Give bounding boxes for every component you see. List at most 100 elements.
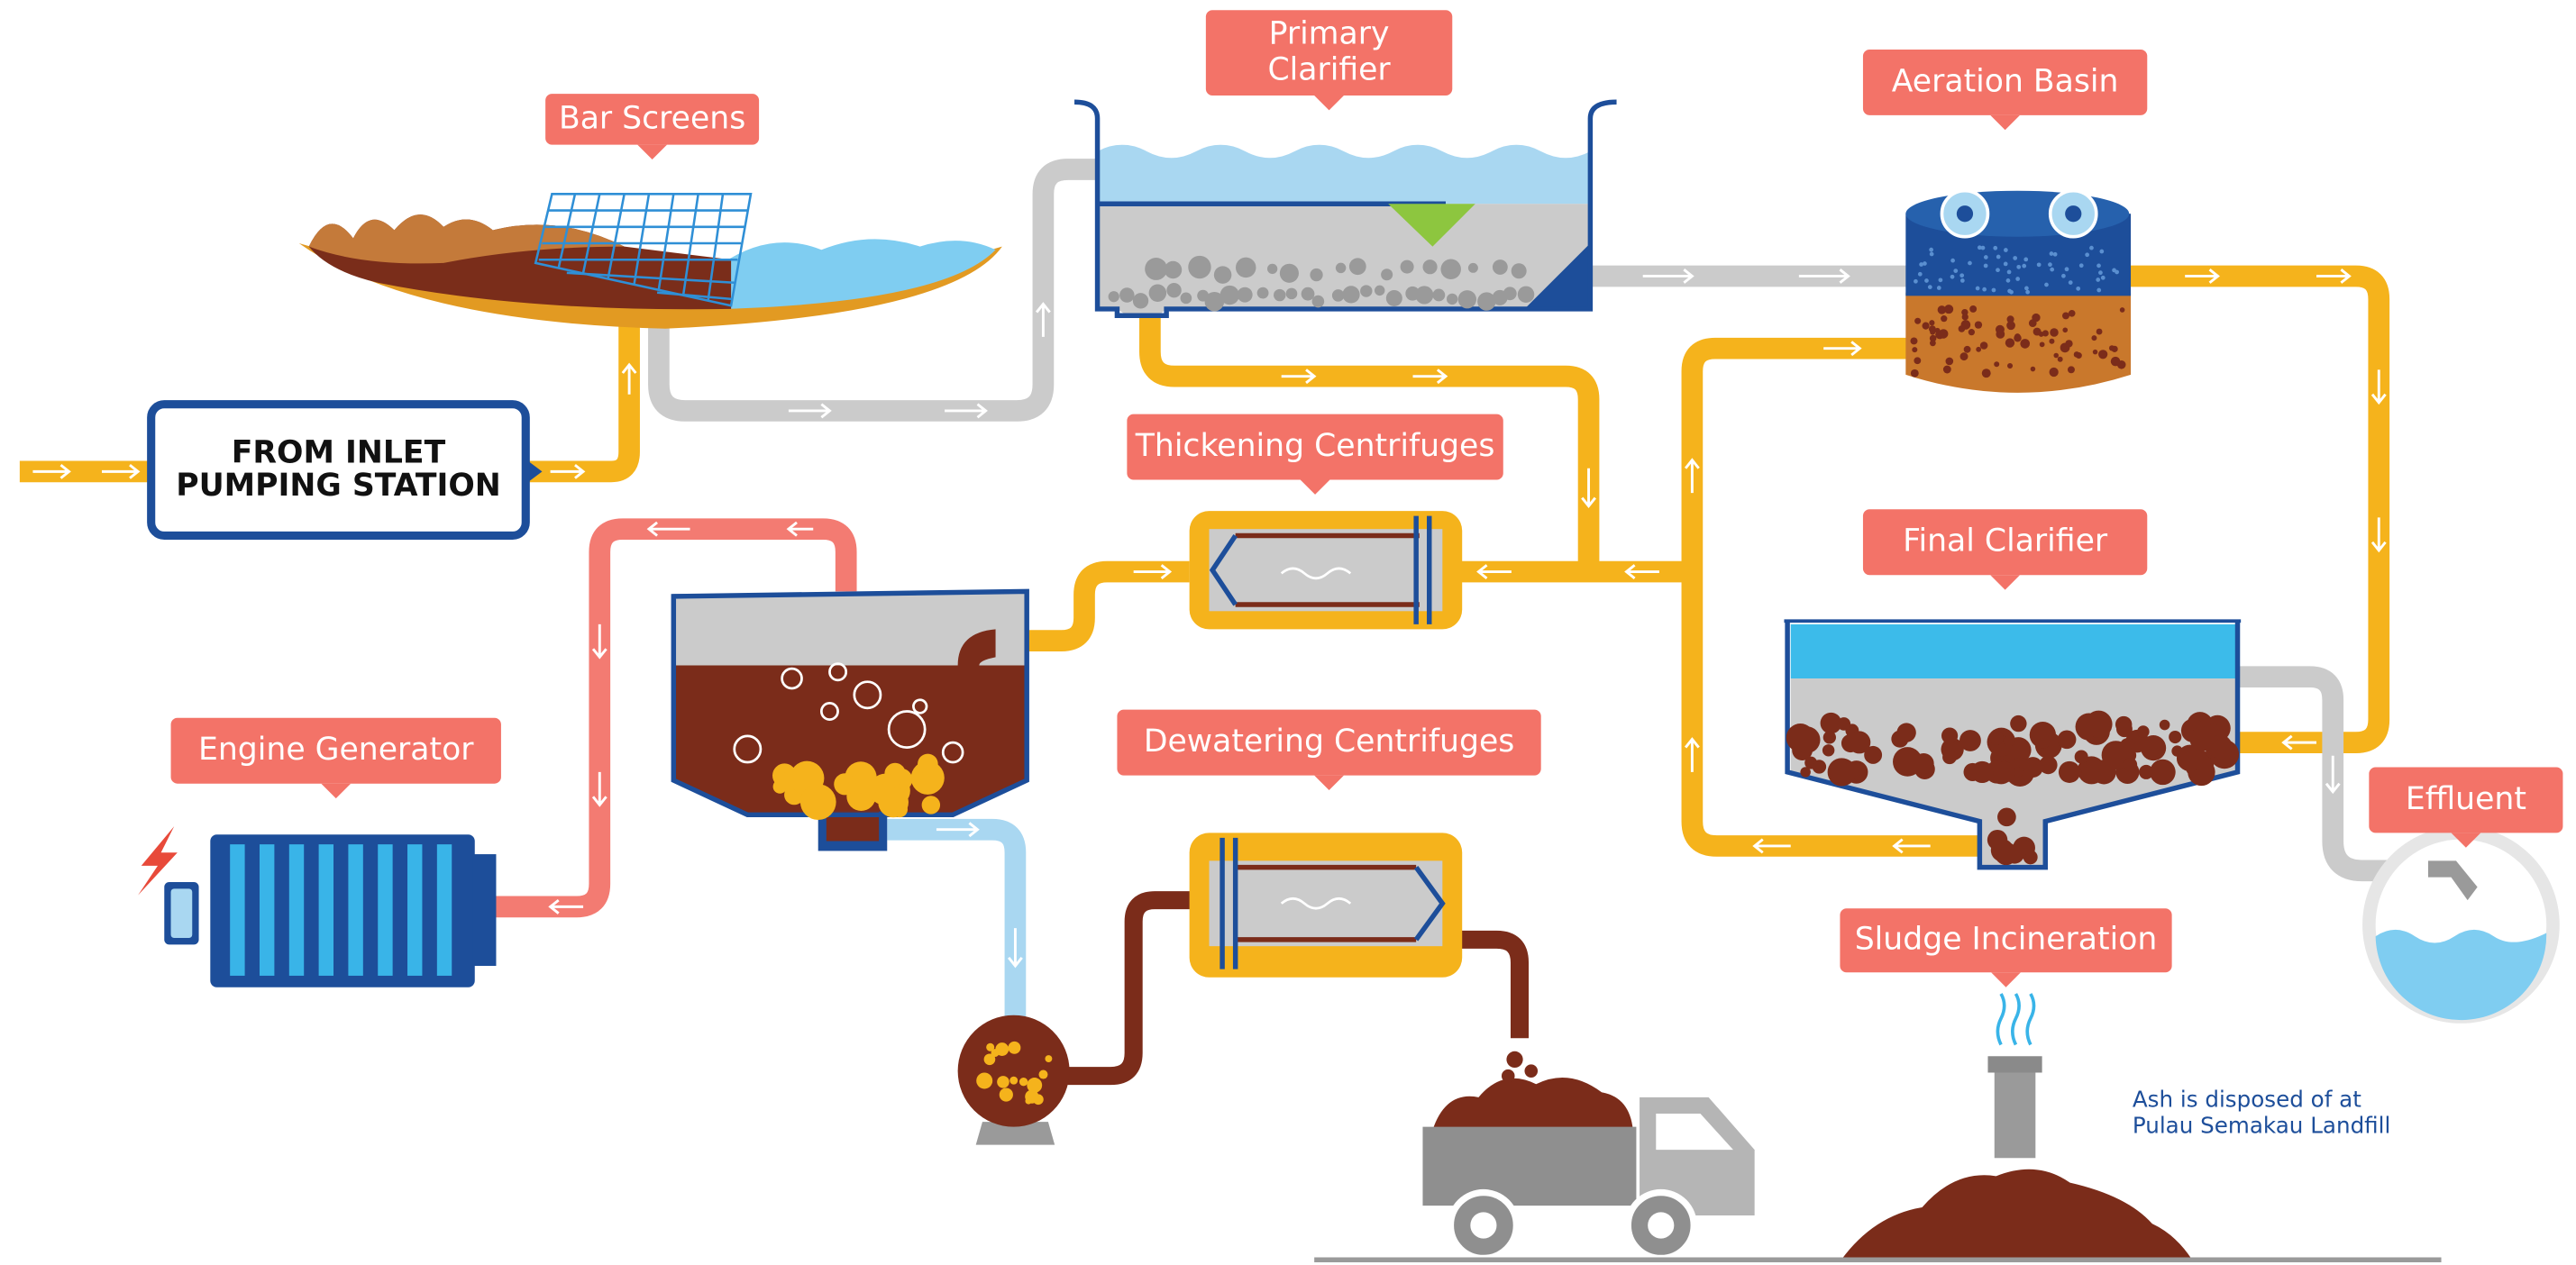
wheel-hub xyxy=(1648,1212,1675,1239)
floc xyxy=(2010,714,2027,733)
bubble xyxy=(2009,289,2014,295)
bubbles xyxy=(733,662,964,820)
final-clarifier xyxy=(1784,619,2242,870)
particle xyxy=(1415,286,1434,305)
cone xyxy=(1219,837,1446,969)
floc xyxy=(2092,349,2098,355)
bubble xyxy=(819,702,839,721)
bar-screens xyxy=(298,193,1002,329)
aeration-outlet-pipe xyxy=(2129,265,2390,753)
particle xyxy=(1235,257,1256,278)
floc xyxy=(1934,327,1941,333)
floc xyxy=(1929,320,1935,326)
effluent xyxy=(2362,826,2560,1024)
arrow xyxy=(621,302,1051,419)
callout: Effluent xyxy=(2369,767,2563,848)
chimney-cap xyxy=(1987,1056,2042,1073)
window xyxy=(1656,1114,1733,1151)
floc xyxy=(2014,333,2022,342)
floc xyxy=(1974,321,1983,329)
bubble xyxy=(1996,254,2001,259)
particle xyxy=(1237,287,1253,303)
bubble xyxy=(2052,251,2058,257)
callout-pointer xyxy=(1314,95,1344,111)
bubble xyxy=(1953,268,1959,273)
bubble xyxy=(2112,268,2116,273)
floc xyxy=(1820,712,1842,734)
floc xyxy=(1961,314,1969,321)
callout-label: Sludge Incineration xyxy=(1855,922,2158,958)
particle xyxy=(1274,288,1286,302)
floc xyxy=(1997,807,2016,827)
floc xyxy=(2057,356,2063,362)
callout-pointer xyxy=(1300,479,1330,495)
floc xyxy=(2065,340,2073,348)
particle xyxy=(1400,259,1414,274)
floc xyxy=(1848,731,1871,754)
floc xyxy=(1938,329,1949,339)
arrow xyxy=(1684,458,1931,854)
callout-pointer xyxy=(1990,575,2021,590)
particle xyxy=(1477,292,1496,311)
ash-pile xyxy=(1840,1169,2194,1262)
bubble xyxy=(1980,245,1986,250)
floc xyxy=(2073,351,2080,358)
wave xyxy=(1280,896,1352,910)
bubble xyxy=(2098,270,2103,276)
bubble xyxy=(1919,262,1923,267)
callout-pointer xyxy=(321,783,352,799)
floc xyxy=(1864,745,1883,764)
pump xyxy=(957,1015,1070,1145)
particle xyxy=(1342,286,1360,304)
bubble xyxy=(2013,256,2018,260)
floc xyxy=(1793,726,1821,754)
particle xyxy=(1008,1042,1017,1051)
floc xyxy=(2067,366,2075,374)
particle xyxy=(1311,295,1325,308)
callout-box xyxy=(1840,908,2172,973)
callout-label: Bar Screens xyxy=(559,100,745,136)
thickened-pipe xyxy=(995,560,1190,651)
callout-box xyxy=(1205,10,1453,96)
callout-box xyxy=(1117,709,1541,776)
callout-pointer xyxy=(2451,833,2481,848)
particle xyxy=(1045,1055,1053,1063)
bubble xyxy=(1929,251,1934,257)
floc xyxy=(1786,710,2240,866)
bubble xyxy=(2005,278,2011,283)
digested-pipe xyxy=(887,818,1027,1027)
particle xyxy=(1019,1077,1028,1087)
bubble xyxy=(2048,262,2052,268)
particle xyxy=(1457,290,1476,309)
floc xyxy=(2137,725,2150,738)
bubble xyxy=(2025,289,2030,295)
load xyxy=(1432,1077,1633,1131)
floc xyxy=(1914,317,1922,324)
callout: Dewatering Centrifuges xyxy=(1117,709,1541,790)
arrow xyxy=(2185,268,2387,751)
screen xyxy=(534,193,753,307)
particle xyxy=(1385,289,1402,306)
floc xyxy=(2003,735,2014,747)
floc xyxy=(2050,328,2059,337)
floc xyxy=(2005,844,2024,864)
floc xyxy=(2049,338,2055,344)
primary-clarifier xyxy=(1073,99,1617,318)
callout-box xyxy=(2369,767,2563,833)
floc xyxy=(1996,329,2005,339)
particle xyxy=(1285,287,1298,300)
bubble xyxy=(1977,245,1982,250)
floc xyxy=(1910,369,1919,378)
floc xyxy=(1822,731,1836,744)
floc xyxy=(1896,723,1916,742)
floc xyxy=(2006,315,2014,323)
arrow xyxy=(1476,341,1862,579)
chimney xyxy=(1994,1068,2036,1159)
floc xyxy=(2110,356,2121,367)
callout: Thickening Centrifuges xyxy=(1127,414,1503,495)
floc xyxy=(1963,345,1971,353)
floc xyxy=(2039,755,2058,775)
truck xyxy=(1422,1051,1755,1262)
